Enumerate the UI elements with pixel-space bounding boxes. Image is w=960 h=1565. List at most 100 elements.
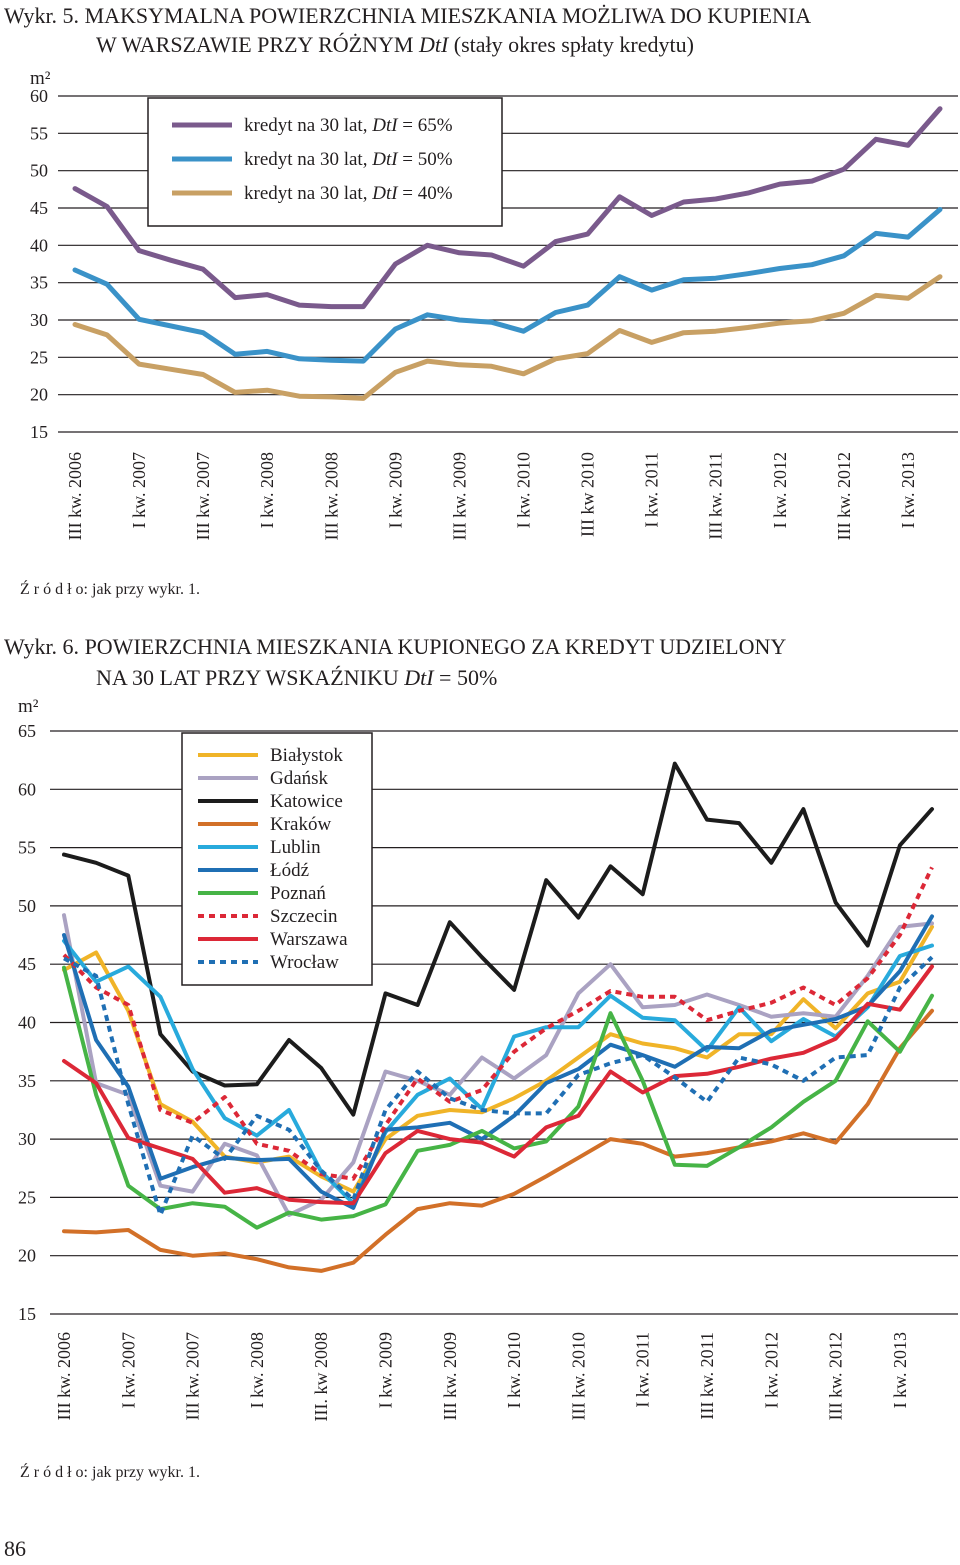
chart5-xtick-label: III kw 2010 <box>578 452 598 537</box>
figure6-title-line2: NA 30 LAT PRZY WSKAŹNIKU DtI = 50% <box>96 664 497 692</box>
chart6-legend-label: Katowice <box>270 791 343 812</box>
chart5-ytick-label: 55 <box>30 123 48 143</box>
chart6-legend-label: Lublin <box>270 837 321 858</box>
chart6-series-line <box>62 964 934 1206</box>
chart5-legend-label-post: = 40% <box>398 183 453 204</box>
chart6-legend-label: Kraków <box>270 814 331 835</box>
chart5-legend-label-pre: kredyt na 30 lat, <box>244 183 372 204</box>
chart5-ytick-label: 60 <box>30 86 48 106</box>
chart5-ytick-label: 50 <box>30 161 48 181</box>
figure5-title-line2-pre: W WARSZAWIE PRZY RÓŻNYM <box>96 32 419 57</box>
figure5-title-line2: W WARSZAWIE PRZY RÓŻNYM DtI (stały okres… <box>96 31 694 59</box>
figure5-title-line2-italic: DtI <box>418 32 449 57</box>
chart5-ytick-label: 40 <box>30 235 48 255</box>
chart5-legend-label-italic: DtI <box>371 115 399 136</box>
chart6-series-line <box>63 955 934 1217</box>
figure5-source: Ź r ó d ł o: jak przy wykr. 1. <box>20 581 200 598</box>
chart5-legend-box <box>147 97 503 227</box>
figure6-title-line1: POWIERZCHNIA MIESZKANIA KUPIONEGO ZA KRE… <box>84 634 787 659</box>
chart6-xtick-label: I kw. 2008 <box>247 1332 267 1408</box>
chart5-legend-label: kredyt na 30 lat, DtI = 65% <box>244 115 453 136</box>
figure6-title-line2-pre: NA 30 LAT PRZY WSKAŹNIKU <box>96 665 405 690</box>
chart5-ytick-label: 20 <box>30 385 48 405</box>
chart5-legend-label: kredyt na 30 lat, DtI = 40% <box>244 183 453 204</box>
chart6-xtick-label: III kw. 2012 <box>826 1332 846 1420</box>
chart5-legend-label-pre: kredyt na 30 lat, <box>244 115 372 136</box>
chart5-xtick-label: I kw. 2008 <box>257 452 277 528</box>
chart5-xtick-label: I kw. 2009 <box>385 452 405 528</box>
chart5-legend-label-post: = 65% <box>398 115 453 136</box>
chart5-xtick-label: III kw. 2009 <box>449 452 469 540</box>
chart6-xtick-label: I kw. 2011 <box>633 1332 653 1408</box>
chart6-ytick-label: 30 <box>18 1129 36 1149</box>
chart6-ytick-label: 25 <box>18 1187 36 1207</box>
chart6-ytick-label: 45 <box>18 954 36 974</box>
chart6-ylabel: m² <box>18 696 39 717</box>
chart6-ytick-label: 35 <box>18 1071 36 1091</box>
chart5-ytick-label: 45 <box>30 198 48 218</box>
chart5-xtick-label: I kw. 2010 <box>514 452 534 528</box>
chart6-xtick-label: I kw. 2009 <box>375 1332 395 1408</box>
chart6-xtick-label: III kw. 2006 <box>54 1332 74 1420</box>
chart6-series-line <box>62 938 934 1206</box>
chart6-xtick-label: III kw. 2011 <box>697 1332 717 1420</box>
chart6-series-line <box>62 1008 934 1273</box>
chart6-ytick-label: 65 <box>18 721 36 741</box>
chart5-legend-label-italic: DtI <box>371 149 399 170</box>
figure5-title: Wykr. 5. MAKSYMALNA POWIERZCHNIA MIESZKA… <box>4 2 811 30</box>
chart5-xtick-label: III kw. 2006 <box>65 452 85 540</box>
chart5-series-line <box>72 106 943 310</box>
chart6-xtick-label: I kw. 2010 <box>504 1332 524 1408</box>
chart6-ytick-label: 60 <box>18 779 36 799</box>
figure5-label: Wykr. 5. <box>4 3 80 28</box>
chart5-xtick-label: I kw. 2013 <box>898 452 918 528</box>
figure6-label: Wykr. 6. <box>4 634 80 659</box>
chart6-series-line <box>62 761 934 1117</box>
chart6-legend-label: Łódź <box>270 860 309 881</box>
figure6-source: Ź r ó d ł o: jak przy wykr. 1. <box>20 1464 200 1481</box>
chart5-xtick-label: I kw. 2007 <box>129 452 149 528</box>
chart5-ytick-label: 30 <box>30 310 48 330</box>
chart6-xtick-label: III. kw 2008 <box>311 1332 331 1421</box>
chart6-ytick-label: 20 <box>18 1246 36 1266</box>
chart5-xtick-label: III kw. 2011 <box>706 452 726 540</box>
chart6-xtick-label: III kw. 2009 <box>440 1332 460 1420</box>
chart5-xtick-label: III kw. 2008 <box>321 452 341 540</box>
chart6-ytick-label: 15 <box>18 1304 36 1324</box>
chart6-legend-box <box>181 732 373 986</box>
chart6-series-line <box>62 965 934 1230</box>
chart6-ytick-label: 55 <box>18 838 36 858</box>
chart5-plot: m² 15 20 25 30 35 40 45 50 55 60 III kw. 2006 I kw. … <box>30 68 958 540</box>
chart5-ytick-label: 15 <box>30 422 48 442</box>
figure5-title-line1: MAKSYMALNA POWIERZCHNIA MIESZKANIA MOŻLI… <box>84 3 812 28</box>
chart6-series-line <box>62 866 934 1181</box>
chart6-xtick-label: III kw. 2007 <box>183 1332 203 1420</box>
figure6-title-line2-post: = 50% <box>433 665 498 690</box>
chart5-xtick-label: I kw. 2011 <box>642 452 662 528</box>
chart5-legend-label-post: = 50% <box>398 149 453 170</box>
chart6-xtick-label: I kw. 2012 <box>761 1332 781 1408</box>
chart5-legend-label-pre: kredyt na 30 lat, <box>244 149 372 170</box>
chart6-xtick-label: I kw. 2007 <box>118 1332 138 1408</box>
chart6-legend-label: Wrocław <box>270 952 339 973</box>
chart6-ytick-label: 40 <box>18 1013 36 1033</box>
chart5-xtick-label: III kw. 2012 <box>834 452 854 540</box>
chart6-xtick-label: I kw. 2013 <box>890 1332 910 1408</box>
chart6-legend-label: Szczecin <box>270 906 338 927</box>
chart6-legend-label: Poznań <box>270 883 326 904</box>
chart6-series-line <box>62 914 934 1210</box>
chart5-ytick-label: 25 <box>30 347 48 367</box>
page-number: 86 <box>4 1536 26 1561</box>
chart5-series-line <box>72 207 943 364</box>
chart5-xtick-label: I kw. 2012 <box>770 452 790 528</box>
chart5-xtick-label: III kw. 2007 <box>193 452 213 540</box>
chart6-xtick-label: III kw. 2010 <box>568 1332 588 1420</box>
chart5-legend-label: kredyt na 30 lat, DtI = 50% <box>244 149 453 170</box>
chart5-ytick-label: 35 <box>30 273 48 293</box>
chart5-legend-label-italic: DtI <box>371 183 399 204</box>
figure5-title-line2-post: (stały okres spłaty kredytu) <box>448 32 694 57</box>
chart5-ylabel: m² <box>30 68 51 89</box>
chart6-legend-label: Gdańsk <box>270 768 329 789</box>
figure6-title: Wykr. 6. POWIERZCHNIA MIESZKANIA KUPIONE… <box>4 633 786 661</box>
